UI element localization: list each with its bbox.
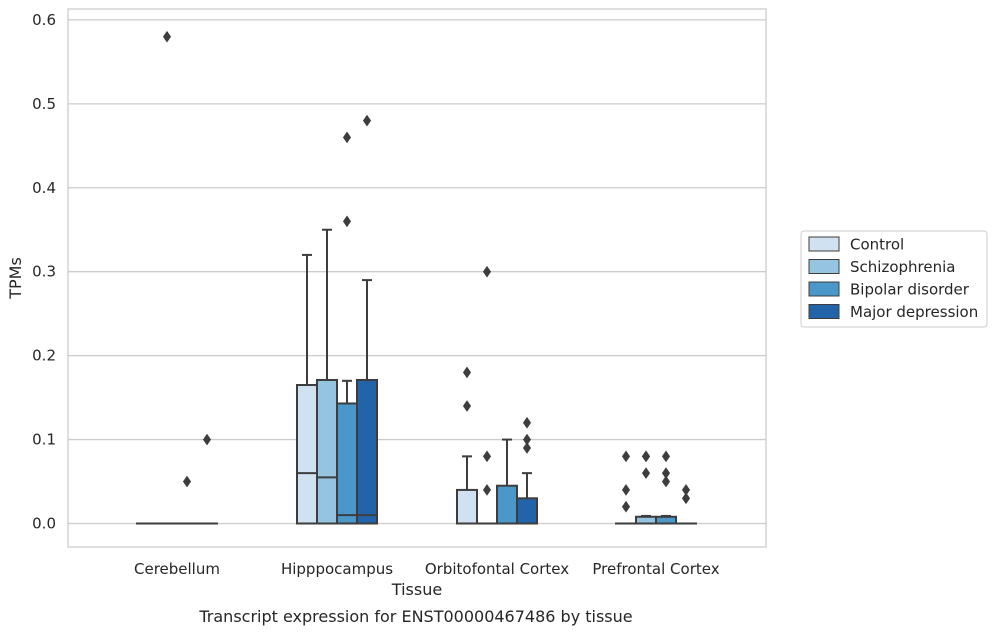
legend-swatch [809, 305, 839, 319]
legend-swatch [809, 237, 839, 251]
legend-label: Major depression [850, 303, 978, 321]
plot-area-background [68, 9, 766, 547]
x-axis-label: Tissue [391, 580, 442, 599]
legend-label: Schizophrenia [850, 258, 955, 276]
x-tick-labels: Cerebellum Hipppocampus Orbitofontal Corte… [134, 560, 720, 578]
box-body [357, 380, 377, 524]
y-tick-label: 0.6 [32, 11, 56, 29]
y-tick-label: 0.5 [32, 95, 56, 113]
legend-label: Control [850, 236, 904, 254]
x-tick-label: Hipppocampus [281, 560, 393, 578]
box-body [636, 517, 656, 524]
legend-swatch [809, 282, 839, 296]
box-body [656, 517, 676, 524]
legend: Control Schizophrenia Bipolar disorder Majo… [801, 231, 987, 327]
box-body [497, 486, 517, 524]
y-tick-label: 0.1 [32, 431, 56, 449]
legend-label: Bipolar disorder [850, 281, 970, 299]
box-body [457, 490, 477, 524]
x-tick-label: Prefrontal Cortex [592, 560, 719, 578]
chart-caption: Transcript expression for ENST0000046748… [198, 607, 632, 626]
box-body [517, 498, 537, 523]
box-body [337, 403, 357, 523]
box-body [317, 380, 337, 524]
y-tick-label: 0.4 [32, 179, 56, 197]
y-axis-label: TPMs [6, 257, 25, 300]
y-tick-label: 0.0 [32, 514, 56, 532]
box-body [297, 385, 317, 523]
y-tick-label: 0.2 [32, 347, 56, 365]
y-tick-label: 0.3 [32, 263, 56, 281]
x-tick-label: Cerebellum [134, 560, 220, 578]
y-tick-labels: 0.0 0.1 0.2 0.3 0.4 0.5 0.6 [32, 11, 56, 533]
x-tick-label: Orbitofontal Cortex [425, 560, 569, 578]
legend-swatch [809, 260, 839, 274]
